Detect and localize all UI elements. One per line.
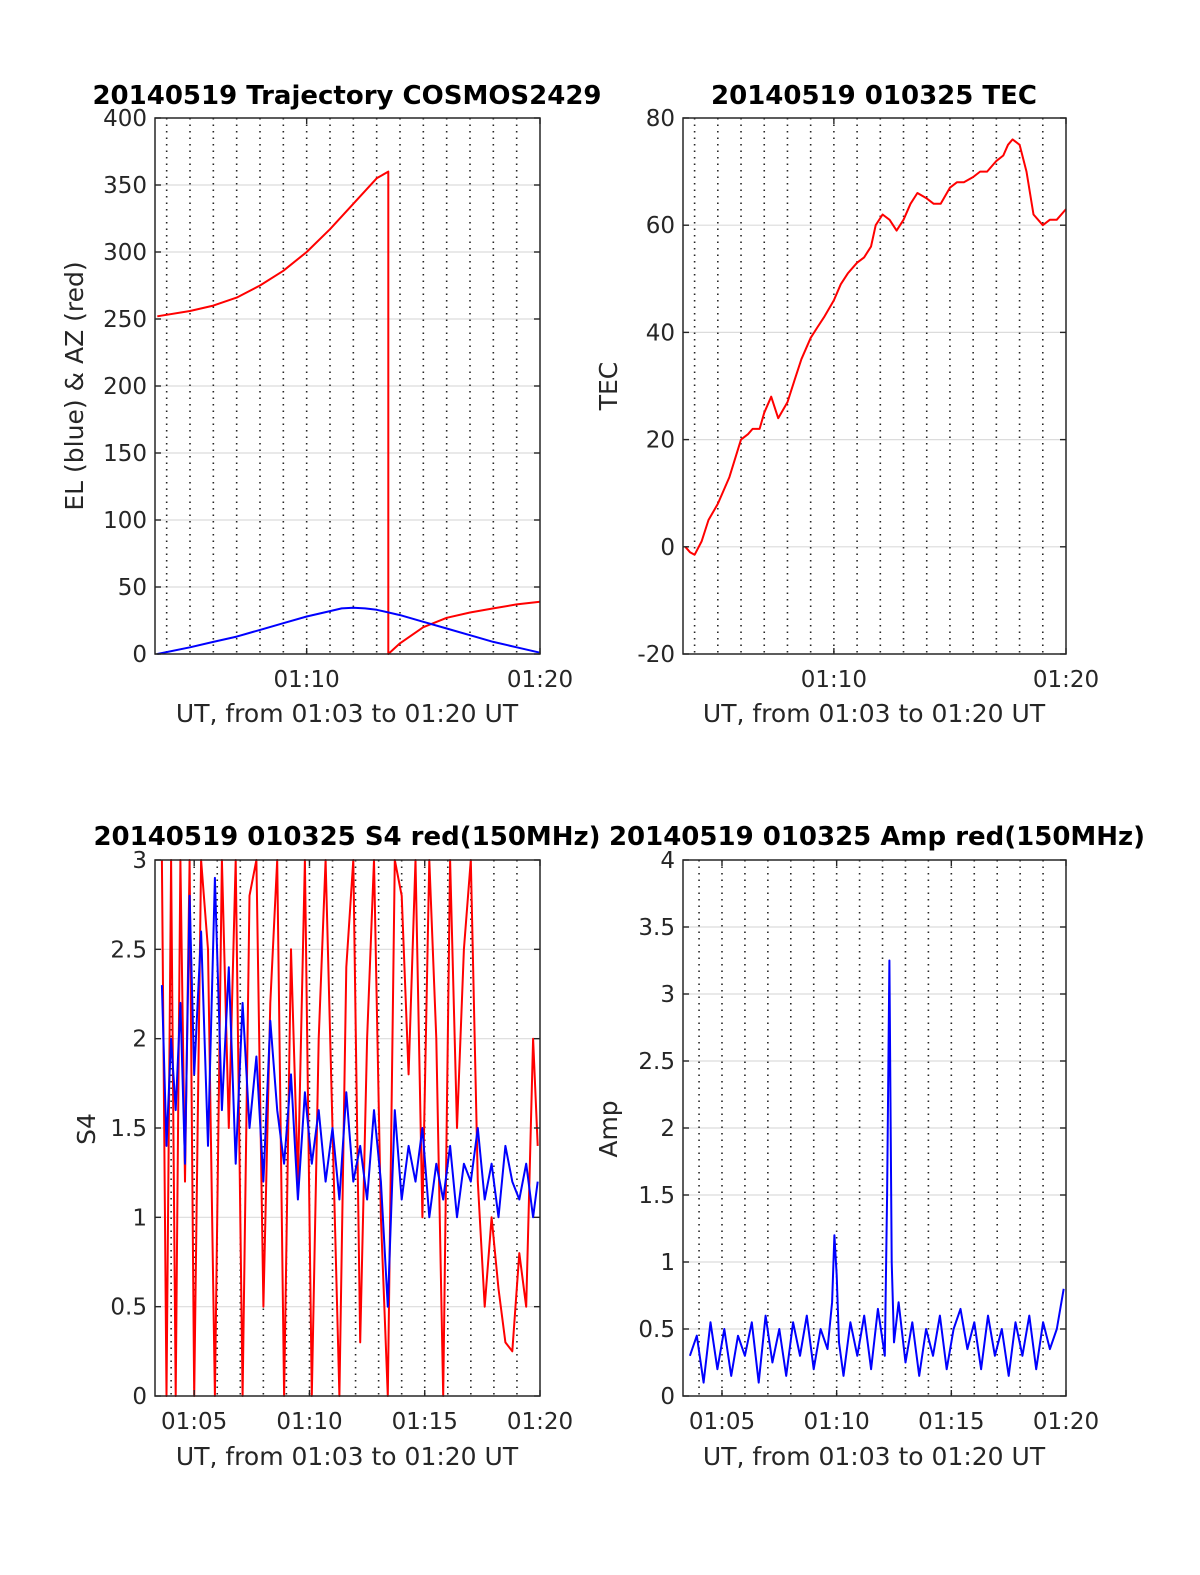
axes-box <box>682 859 1067 1397</box>
y-tick-label: 80 <box>646 106 675 132</box>
series-layer <box>157 170 541 655</box>
series-line-0 <box>688 959 1065 1384</box>
y-tick-label: 2 <box>660 1116 675 1142</box>
y-tick-label: 150 <box>103 441 147 467</box>
axes-box <box>682 117 1067 655</box>
x-tick-label: 01:05 <box>689 1409 755 1435</box>
x-tick-label: 01:10 <box>804 1409 870 1435</box>
y-tick-label: 0 <box>660 1384 675 1410</box>
x-tick-label: 01:20 <box>1033 667 1099 693</box>
grid <box>683 860 1066 1396</box>
y-tick-label: 60 <box>646 213 675 239</box>
y-axis-label: S4 <box>72 1113 101 1145</box>
y-tick-label: 100 <box>103 508 147 534</box>
x-tick-label: 01:20 <box>507 1409 573 1435</box>
y-tick-label: 40 <box>646 320 675 346</box>
series-line-1 <box>160 876 539 1308</box>
y-axis-label: Amp <box>594 1100 623 1157</box>
y-tick-label: 350 <box>103 173 147 199</box>
series-line-0 <box>684 138 1067 556</box>
y-tick-label: 1 <box>660 1250 675 1276</box>
grid <box>155 118 540 654</box>
y-tick-label: 50 <box>118 575 147 601</box>
tec-panel: 20140519 010325 TEC UT, from 01:03 to 01… <box>594 81 1099 728</box>
series-line-0 <box>160 859 539 1397</box>
x-tick-label: 01:05 <box>161 1409 227 1435</box>
y-tick-label: 2 <box>132 1027 147 1053</box>
x-axis-label: UT, from 01:03 to 01:20 UT <box>176 699 519 728</box>
series-line-1 <box>157 606 541 655</box>
series-line-0 <box>157 170 541 655</box>
axes-box <box>154 859 541 1397</box>
s4-panel: 20140519 010325 S4 red(150MHz) UT, from … <box>72 822 601 1471</box>
y-tick-label: 0 <box>660 535 675 561</box>
panel-title: 20140519 010325 Amp red(150MHz) <box>609 822 1145 852</box>
y-tick-label: 0 <box>132 1384 147 1410</box>
amp-panel: 20140519 010325 Amp red(150MHz) UT, from… <box>594 822 1145 1471</box>
x-tick-label: 01:15 <box>918 1409 984 1435</box>
x-tick-label: 01:10 <box>276 1409 342 1435</box>
y-tick-label: 2.5 <box>638 1049 675 1075</box>
grid <box>683 118 1066 654</box>
tick-layer: -20 0 20 40 60 80 01:10 01:20 <box>637 106 1099 693</box>
x-tick-label: 01:20 <box>1033 1409 1099 1435</box>
y-tick-label: 2.5 <box>110 937 147 963</box>
y-axis-label: EL (blue) & AZ (red) <box>60 261 89 510</box>
tick-layer: 0 0.5 1 1.5 2 2.5 3 01:05 01:10 01:15 01:20 <box>110 848 573 1435</box>
tick-layer: 0 0.5 1 1.5 2 2.5 3 3.5 4 01:05 01:10 01:15 01:20 <box>638 848 1099 1435</box>
y-axis-label: TEC <box>594 362 623 412</box>
y-tick-label: 3 <box>132 848 147 874</box>
y-tick-label: 300 <box>103 240 147 266</box>
x-axis-label: UT, from 01:03 to 01:20 UT <box>703 1442 1046 1471</box>
y-tick-label: 200 <box>103 374 147 400</box>
series-layer <box>688 959 1065 1384</box>
x-tick-label: 01:10 <box>274 667 340 693</box>
panel-title: 20140519 Trajectory COSMOS2429 <box>92 81 601 111</box>
y-tick-label: 1 <box>132 1205 147 1231</box>
y-tick-label: 3 <box>660 982 675 1008</box>
y-tick-label: 250 <box>103 307 147 333</box>
axes-box <box>154 117 541 655</box>
y-tick-label: 1.5 <box>110 1116 147 1142</box>
series-layer <box>684 138 1067 556</box>
panel-title: 20140519 010325 S4 red(150MHz) <box>93 822 600 852</box>
y-tick-label: 0.5 <box>638 1317 675 1343</box>
trajectory-panel: 20140519 Trajectory COSMOS2429 UT, from … <box>60 81 602 728</box>
x-axis-label: UT, from 01:03 to 01:20 UT <box>703 699 1046 728</box>
y-tick-label: -20 <box>637 642 675 668</box>
series-layer <box>160 859 539 1397</box>
x-tick-label: 01:10 <box>801 667 867 693</box>
x-axis-label: UT, from 01:03 to 01:20 UT <box>176 1442 519 1471</box>
y-tick-label: 20 <box>646 428 675 454</box>
y-tick-label: 0 <box>132 642 147 668</box>
tick-layer: 0 50 100 150 200 250 300 350 400 01:10 01:20 <box>103 106 573 693</box>
y-tick-label: 1.5 <box>638 1183 675 1209</box>
panel-title: 20140519 010325 TEC <box>711 81 1037 111</box>
y-tick-label: 3.5 <box>638 915 675 941</box>
y-tick-label: 4 <box>660 848 675 874</box>
y-tick-label: 0.5 <box>110 1295 147 1321</box>
x-tick-label: 01:20 <box>507 667 573 693</box>
x-tick-label: 01:15 <box>392 1409 458 1435</box>
y-tick-label: 400 <box>103 106 147 132</box>
